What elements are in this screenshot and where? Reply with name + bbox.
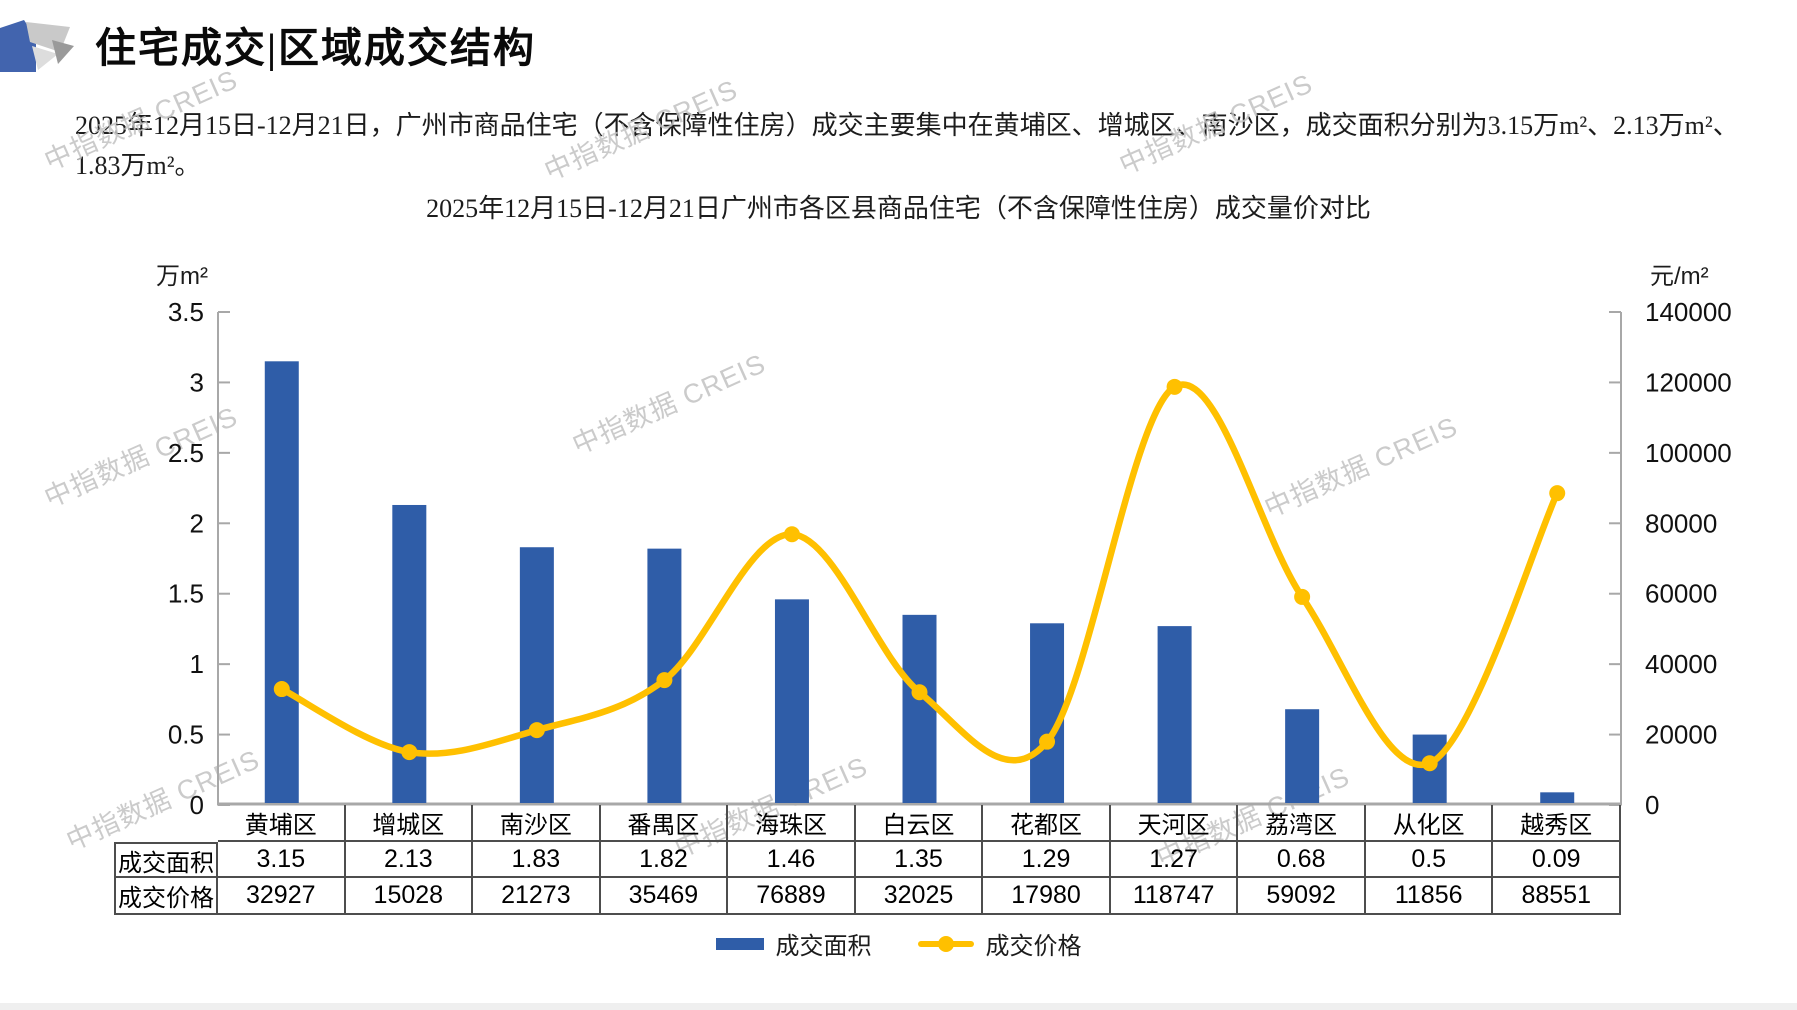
- table-area-value-花都区: 1.29: [983, 842, 1111, 878]
- area-bar-天河区: [1157, 626, 1192, 803]
- table-price-value-南沙区: 21273: [473, 878, 601, 915]
- price-point-黄埔区: [273, 681, 290, 698]
- area-bar-黄埔区: [264, 361, 299, 803]
- table-area-value-南沙区: 1.83: [473, 842, 601, 878]
- table-price-value-越秀区: 88551: [1493, 878, 1622, 915]
- area-bar-白云区: [902, 614, 937, 803]
- chart-title: 2025年12月15日-12月21日广州市各区县商品住宅（不含保障性住房）成交量…: [426, 194, 1371, 223]
- table-header-海珠区: 海珠区: [728, 805, 856, 842]
- legend-item-price: 成交价格: [917, 926, 1082, 961]
- table-header-白云区: 白云区: [855, 805, 984, 842]
- table-header-花都区: 花都区: [983, 805, 1111, 842]
- table-header-荔湾区: 荔湾区: [1238, 805, 1366, 842]
- chart-legend: 成交面积 成交价格: [0, 926, 1797, 961]
- table-area-value-天河区: 1.27: [1110, 842, 1239, 878]
- table-price-value-从化区: 11856: [1365, 878, 1494, 915]
- area-bar-越秀区: [1540, 792, 1575, 803]
- price-point-增城区: [401, 744, 418, 761]
- table-header-从化区: 从化区: [1365, 805, 1494, 842]
- price-series-swatch: [917, 935, 974, 952]
- price-point-荔湾区: [1294, 588, 1311, 605]
- price-point-花都区: [1039, 733, 1056, 750]
- left-axis-unit: 万m²: [156, 263, 208, 290]
- table-price-value-黄埔区: 32927: [218, 878, 346, 915]
- intro-text: 2025年12月15日-12月21日，广州市商品住宅（不含保障性住房）成交主要集…: [75, 111, 1739, 180]
- left-axis-tick-label: 1: [190, 649, 204, 679]
- table-area-value-从化区: 0.5: [1365, 842, 1494, 878]
- price-point-天河区: [1166, 378, 1183, 395]
- table-price-value-花都区: 17980: [983, 878, 1111, 915]
- table-area-value-海珠区: 1.46: [728, 842, 856, 878]
- legend-item-area: 成交面积: [715, 926, 872, 961]
- right-axis-tick-label: 140000: [1645, 297, 1732, 327]
- table-price-value-增城区: 15028: [345, 878, 474, 915]
- area-series-swatch: [715, 937, 764, 950]
- table-price-value-天河区: 118747: [1110, 878, 1239, 915]
- table-row-label-price: 成交价格: [114, 878, 218, 915]
- table-price-value-荔湾区: 59092: [1238, 878, 1366, 915]
- table-price-value-海珠区: 76889: [728, 878, 856, 915]
- legend-label-area: 成交面积: [775, 934, 872, 960]
- creis-logo-icon: [0, 20, 74, 72]
- logo-lightgray-shape: [32, 46, 58, 70]
- table-row-label-area: 成交面积: [114, 842, 218, 878]
- right-axis-tick-label: 80000: [1645, 508, 1717, 538]
- left-axis-tick-label: 2: [190, 508, 204, 538]
- table-area-value-荔湾区: 0.68: [1238, 842, 1366, 878]
- logo-darkgray-shape: [52, 40, 74, 64]
- left-axis-tick-label: 3.5: [168, 297, 204, 327]
- page-bottom-strip: [0, 1003, 1797, 1010]
- area-bar-花都区: [1030, 623, 1065, 803]
- chart-data-table: 黄埔区 增城区 南沙区 番禺区 海珠区 白云区 花都区 天河区 荔湾区 从化区 越秀区成交面积 3.1…: [114, 805, 1622, 915]
- right-axis-tick-label: 100000: [1645, 438, 1732, 468]
- price-point-白云区: [911, 684, 928, 701]
- right-axis-tick-label: 40000: [1645, 649, 1717, 679]
- area-bar-荔湾区: [1285, 709, 1320, 803]
- table-area-value-番禺区: 1.82: [600, 842, 729, 878]
- right-axis-tick-label: 0: [1645, 790, 1659, 820]
- table-header-番禺区: 番禺区: [600, 805, 729, 842]
- left-axis-tick-label: 0.5: [168, 720, 204, 750]
- right-axis-unit: 元/m²: [1650, 263, 1709, 290]
- table-header-南沙区: 南沙区: [473, 805, 601, 842]
- table-header-增城区: 增城区: [345, 805, 474, 842]
- table-price-value-番禺区: 35469: [600, 878, 729, 915]
- table-area-value-白云区: 1.35: [855, 842, 984, 878]
- area-bar-南沙区: [519, 547, 554, 803]
- area-bar-海珠区: [774, 599, 809, 803]
- price-point-从化区: [1421, 755, 1438, 772]
- table-area-value-增城区: 2.13: [345, 842, 474, 878]
- right-axis-tick-label: 60000: [1645, 579, 1717, 609]
- right-axis-tick-label: 20000: [1645, 720, 1717, 750]
- price-point-番禺区: [656, 672, 673, 689]
- left-axis-tick-label: 2.5: [168, 438, 204, 468]
- price-point-海珠区: [783, 526, 800, 543]
- logo-blue-shape: [0, 20, 36, 72]
- legend-label-price: 成交价格: [985, 934, 1082, 960]
- table-header-天河区: 天河区: [1110, 805, 1239, 842]
- price-marker-icon: [937, 935, 954, 952]
- page-title: 住宅成交|区域成交结构: [95, 25, 537, 71]
- table-area-value-黄埔区: 3.15: [218, 842, 346, 878]
- left-axis-tick-label: 1.5: [168, 579, 204, 609]
- table-corner-spacer: [114, 805, 218, 842]
- price-point-越秀区: [1549, 485, 1566, 502]
- left-axis-tick-label: 0: [190, 790, 204, 820]
- table-area-value-越秀区: 0.09: [1493, 842, 1622, 878]
- table-price-value-白云区: 32025: [855, 878, 984, 915]
- table-header-黄埔区: 黄埔区: [218, 805, 346, 842]
- right-axis-tick-label: 120000: [1645, 367, 1732, 397]
- price-point-南沙区: [528, 722, 545, 739]
- left-axis-tick-label: 3: [190, 367, 204, 397]
- table-header-越秀区: 越秀区: [1493, 805, 1622, 842]
